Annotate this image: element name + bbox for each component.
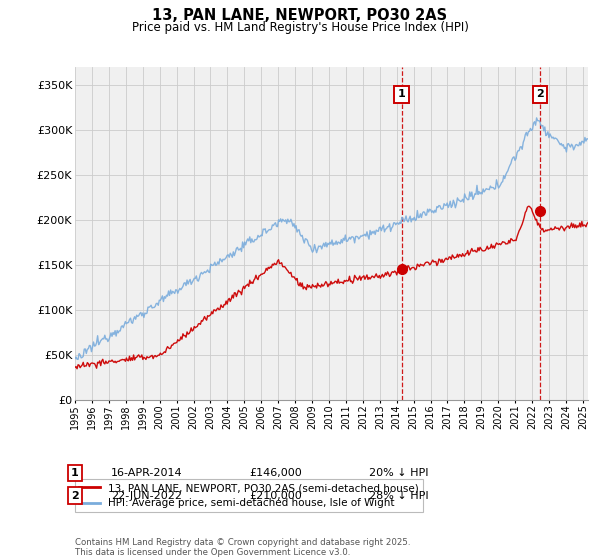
Text: 22-JUN-2022: 22-JUN-2022 [111, 491, 182, 501]
Text: 13, PAN LANE, NEWPORT, PO30 2AS: 13, PAN LANE, NEWPORT, PO30 2AS [152, 8, 448, 24]
Text: Price paid vs. HM Land Registry's House Price Index (HPI): Price paid vs. HM Land Registry's House … [131, 21, 469, 34]
Text: £210,000: £210,000 [249, 491, 302, 501]
Text: 1: 1 [71, 468, 79, 478]
Text: 28% ↓ HPI: 28% ↓ HPI [369, 491, 428, 501]
Text: 20% ↓ HPI: 20% ↓ HPI [369, 468, 428, 478]
Text: Contains HM Land Registry data © Crown copyright and database right 2025.
This d: Contains HM Land Registry data © Crown c… [75, 538, 410, 557]
Text: £146,000: £146,000 [249, 468, 302, 478]
Legend: 13, PAN LANE, NEWPORT, PO30 2AS (semi-detached house), HPI: Average price, semi-: 13, PAN LANE, NEWPORT, PO30 2AS (semi-de… [75, 479, 424, 512]
Text: 1: 1 [398, 89, 406, 99]
Text: 2: 2 [536, 89, 544, 99]
Text: 2: 2 [71, 491, 79, 501]
Text: 16-APR-2014: 16-APR-2014 [111, 468, 182, 478]
